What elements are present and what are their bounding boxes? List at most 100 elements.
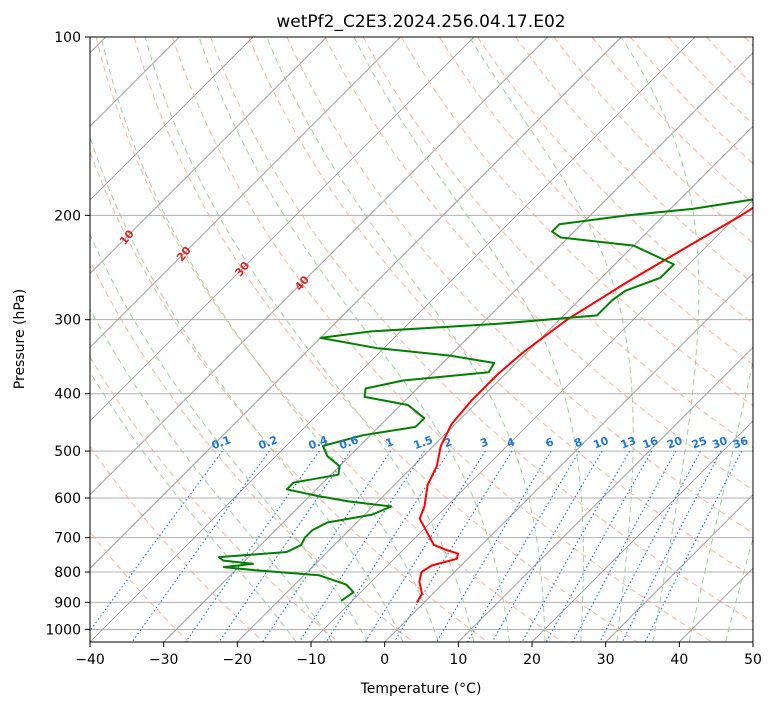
mixing-ratio-label: 4 <box>505 435 517 450</box>
mixing-ratio-line <box>572 450 677 642</box>
temperature-profile-line <box>416 206 753 603</box>
mixing-ratio-label: 6 <box>544 435 556 450</box>
dry-adiabat-line <box>248 37 753 578</box>
y-tick-label: 200 <box>54 208 81 224</box>
x-axis-label: Temperature (°C) <box>360 681 482 697</box>
y-tick-label: 500 <box>54 444 81 460</box>
moist-adiabat-line <box>688 358 753 642</box>
y-tick-label: 700 <box>54 531 81 547</box>
y-tick-label: 1000 <box>45 622 81 638</box>
isotherm-line <box>384 273 753 642</box>
mixing-ratio-line <box>644 450 743 642</box>
pressure-gridlines <box>90 37 753 630</box>
mixing-ratio-label: 10 <box>592 434 611 452</box>
mixing-ratio-line <box>218 450 351 642</box>
moist-adiabat-line <box>266 37 546 642</box>
x-tick-label: −30 <box>149 652 179 668</box>
y-axis-label: Pressure (hPa) <box>12 289 28 389</box>
x-tick-label: 20 <box>523 652 541 668</box>
isotherm-line <box>531 420 753 642</box>
x-tick-label: 50 <box>744 652 762 668</box>
mixing-ratio-line <box>521 450 630 642</box>
y-tick-label: 100 <box>54 30 81 46</box>
isotherm-line <box>90 37 254 201</box>
x-tick-label: −40 <box>75 652 105 668</box>
dry-adiabat-line <box>477 37 753 325</box>
dry-adiabat-line <box>210 37 753 623</box>
sounding-profiles <box>218 198 753 603</box>
isotherm-line <box>605 494 753 642</box>
x-tick-label: −20 <box>223 652 253 668</box>
dry-adiabat-line <box>95 37 563 642</box>
mixing-ratio-line <box>262 450 392 642</box>
plot-area: 0.10.20.40.611.52346810131620253036-60-5… <box>90 37 753 642</box>
moist-adiabat-line <box>725 536 753 642</box>
isotherm-line <box>90 37 548 496</box>
mixing-ratio-label: 3 <box>478 435 490 450</box>
mixing-ratio-label: 36 <box>731 434 750 452</box>
mixing-ratio-label: 0.1 <box>210 433 233 452</box>
mixing-ratio-line <box>621 450 722 642</box>
y-axis-ticks: 100 200 300 400 500 600 700 800 900 1000 <box>45 30 90 638</box>
isotherm-line <box>163 52 753 642</box>
plot-frame <box>89 36 754 643</box>
isopleth-labels: 0.10.20.40.611.52346810131620253036-60-5… <box>117 227 750 452</box>
moist-adiabat-line <box>90 135 404 642</box>
mixing-ratio-label: 0.2 <box>257 433 280 452</box>
mixing-ratio-label: 13 <box>619 434 638 451</box>
x-tick-label: −10 <box>296 652 326 668</box>
moist-adiabat-line <box>353 37 584 642</box>
isotherm-line <box>90 37 401 348</box>
mixing-ratio-line <box>298 450 425 642</box>
isotherm-line <box>90 37 327 275</box>
mixing-ratio-line <box>545 450 653 642</box>
mixing-ratio-label: 8 <box>572 435 584 450</box>
mixing-ratio-label: 25 <box>690 434 709 451</box>
mixing-ratio-line <box>491 450 603 642</box>
mixing-ratio-line <box>90 450 223 632</box>
x-tick-label: 30 <box>597 652 615 668</box>
isotherm-line <box>90 37 622 569</box>
dry-adiabat-line <box>133 37 638 642</box>
dry-adiabat-line <box>90 445 264 642</box>
mixing-ratio-label: 20 <box>665 434 684 452</box>
y-tick-label: 900 <box>54 595 81 611</box>
y-tick-label: 400 <box>54 387 81 403</box>
x-tick-label: 40 <box>670 652 688 668</box>
isotherm-line <box>90 37 475 422</box>
moist-adiabat-line <box>144 37 475 642</box>
moist-adiabat-line <box>198 37 510 642</box>
dry-adiabat-line <box>90 150 488 642</box>
chart-title: wetPf2_C2E3.2024.256.04.17.E02 <box>276 12 565 32</box>
dry-adiabat-line <box>286 37 753 534</box>
mixing-ratio-label: 2 <box>442 435 454 450</box>
dry-adiabat-line <box>324 37 753 491</box>
moist-adiabat-line <box>90 370 297 642</box>
mixing-ratio-label: 16 <box>641 434 660 452</box>
moist-adiabat-line <box>100 37 439 642</box>
mixing-ratio-line <box>599 450 702 642</box>
mixing-ratio-line <box>185 450 320 642</box>
x-axis-ticks: −40 −30 −20 −10 0 10 20 30 40 50 <box>75 642 762 668</box>
dewpoint-profile-line <box>218 198 753 602</box>
x-tick-label: 10 <box>449 652 467 668</box>
mixing-ratio-label: 30 <box>710 434 729 452</box>
y-tick-label: 600 <box>54 491 81 507</box>
dry-adiabat-line <box>90 259 414 642</box>
moist-adiabat-line <box>620 37 700 642</box>
mixing-ratio-label: 0.6 <box>338 433 361 452</box>
mixing-ratio-label: 1.5 <box>412 433 435 452</box>
mixing-ratio-label: 1 <box>384 435 396 450</box>
isotherm-line <box>458 346 753 642</box>
isotherm-line <box>90 37 696 642</box>
y-tick-label: 300 <box>54 313 81 329</box>
dry-adiabat-line <box>90 356 339 642</box>
mixing-ratio-label: 0.4 <box>307 433 330 452</box>
y-tick-label: 800 <box>54 565 81 581</box>
dry-adiabat-line <box>171 37 712 642</box>
x-tick-label: 0 <box>380 652 389 668</box>
moist-adiabat-line <box>90 308 333 642</box>
moist-adiabat-line <box>90 233 369 642</box>
